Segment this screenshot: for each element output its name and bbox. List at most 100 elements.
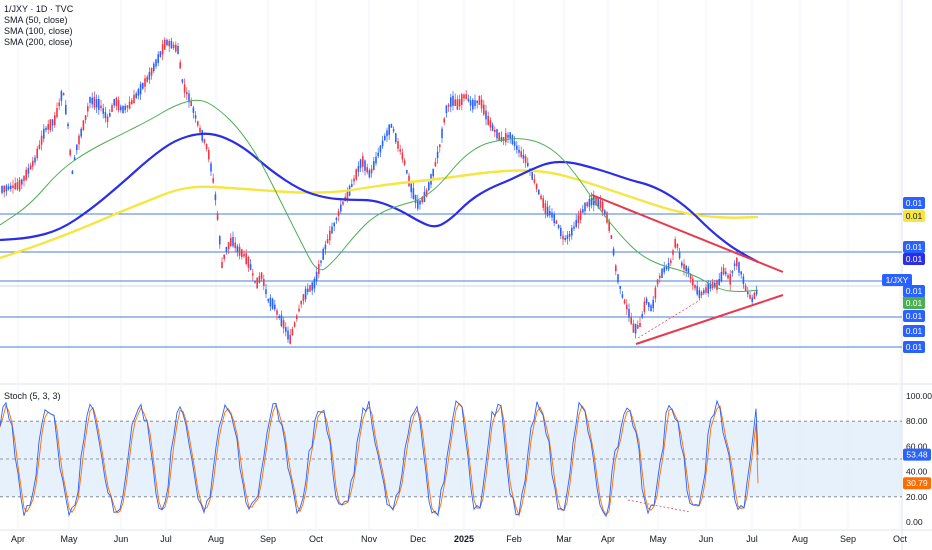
candle [650,303,652,312]
candle [249,259,252,271]
candle [436,146,439,164]
candle-body [619,286,621,289]
candle-body [582,209,584,213]
price-axis[interactable]: 0.010.010.010.011/JXY0.010.010.010.010.0… [882,197,932,527]
candle [230,233,232,247]
candle-body [38,144,41,149]
candle-body [56,107,58,118]
candle [186,87,188,101]
candle [104,106,107,123]
candle [287,326,289,343]
candle [461,92,463,111]
candle-body [692,278,694,286]
candle [322,247,324,261]
candle-body [289,334,291,344]
candle [621,290,624,299]
candle [538,189,540,196]
candle-body [135,93,137,98]
candle-body [93,96,96,108]
candle [630,312,632,325]
candle-body [186,92,188,95]
candle [137,87,140,100]
candle-body [705,287,707,293]
stoch-k-line [0,399,759,518]
candle [441,126,443,143]
candle-body [661,268,663,278]
candle [549,205,551,218]
candle-body [34,157,36,163]
candle [120,104,122,113]
candle-body [170,40,173,49]
candle [507,131,509,144]
candle-body [489,120,492,128]
candle-body [326,239,329,243]
candle [716,279,718,294]
time-tick-label: Jun [114,534,129,544]
candle-body [309,285,311,292]
candle [29,162,32,170]
candle-body [535,183,538,190]
time-axis[interactable]: Apr May Jun Jul Aug Sep Oct Nov Dec 2025 Feb Mar Apr… [11,534,908,544]
candle-body [434,162,437,167]
sma100-label[interactable]: SMA (100, close) [4,26,73,36]
candle [483,100,485,117]
price-label-text: 0.01 [906,198,923,208]
candle-body [577,215,580,224]
price-label-text: 0.01 [906,342,923,352]
candle-body [562,235,564,240]
price-label-text: 0.01 [906,298,923,308]
candle-body [47,124,49,130]
sma200-label[interactable]: SMA (200, close) [4,37,73,47]
candle-body [153,63,155,72]
candle [245,249,247,266]
candle-body [172,44,175,49]
candle [225,246,228,255]
sma50-label[interactable]: SMA (50, close) [4,15,68,25]
candle [722,264,725,276]
candle [364,159,366,176]
candle [241,248,243,260]
candle [117,96,120,113]
candle-body [265,289,267,295]
candle-body [731,270,734,274]
candle [21,178,23,190]
candle [381,135,384,149]
candle-body [683,263,685,270]
candle [425,188,428,198]
candle [720,266,723,283]
candle-body [676,243,679,248]
candle [476,100,478,109]
candle-body [478,95,481,105]
candle-body [588,198,591,207]
candle-body [320,260,322,263]
candle [320,260,322,267]
candle-body [342,201,344,205]
candle [109,109,111,118]
candle [478,95,481,105]
candle [379,144,382,158]
candle-body [73,157,76,161]
candle [16,178,19,191]
candle [32,156,34,171]
stoch-title[interactable]: Stoch (5, 3, 3) [4,391,61,401]
candle-body [740,271,742,275]
candle-body [698,290,701,298]
candle [703,287,705,295]
candle-body [428,182,430,191]
time-tick-label: Sep [840,534,856,544]
candle [232,231,234,248]
candle [450,93,452,113]
candle [667,257,670,272]
candle-body [551,212,553,218]
candle-body [214,194,217,201]
candle-body [606,212,608,223]
candle [467,94,470,103]
candle [533,174,536,185]
price-label: 0.01 [903,297,925,309]
price-label-box [903,197,925,209]
candle [582,204,584,213]
symbol-title[interactable]: 1/JXY · 1D · TVC [4,4,74,14]
candle [56,102,58,119]
candle-body [293,322,296,327]
